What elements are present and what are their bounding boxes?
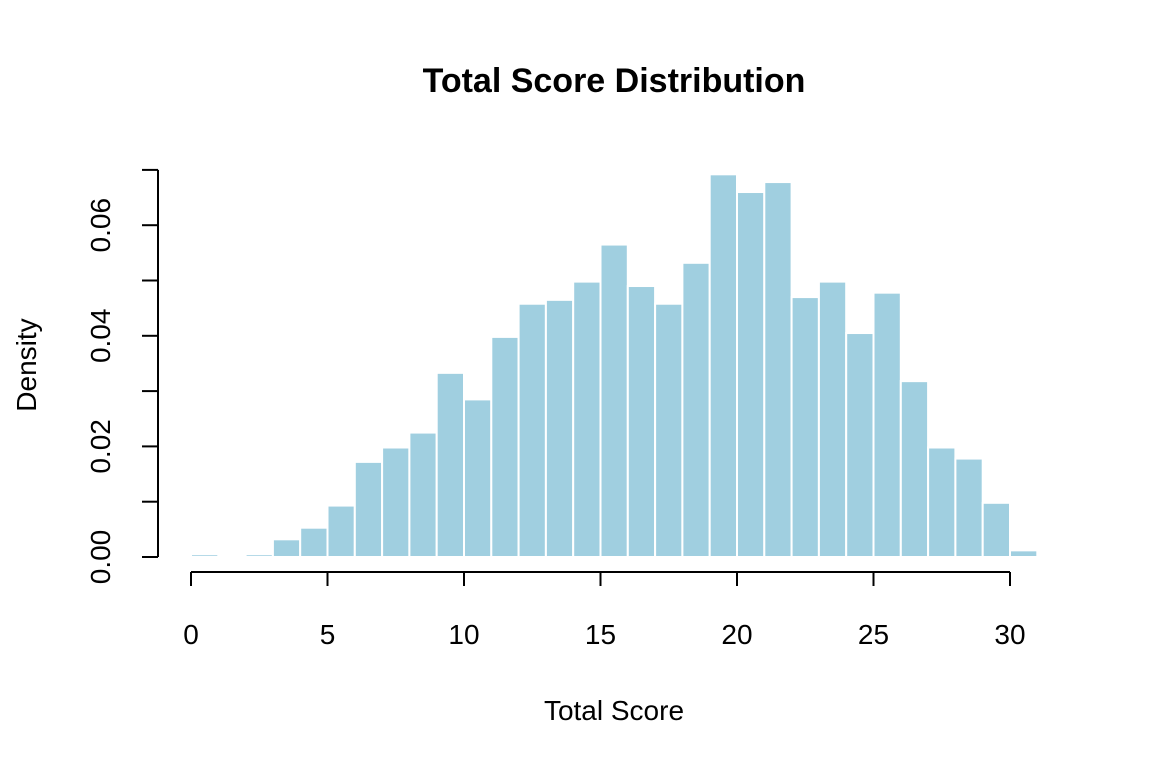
x-tick-label: 20 — [721, 619, 752, 650]
histogram-bar — [654, 302, 684, 559]
histogram-bar — [708, 173, 739, 558]
histogram-bar — [408, 431, 438, 559]
x-tick-label: 5 — [320, 619, 336, 650]
histogram-bar — [244, 553, 274, 558]
histogram-bar — [736, 191, 766, 559]
histogram-bar — [790, 296, 820, 558]
histogram-bar — [845, 332, 875, 558]
histogram-bar — [435, 371, 466, 559]
histogram-bar — [517, 302, 547, 559]
histogram-bar — [681, 261, 711, 558]
histogram-bar — [190, 553, 220, 558]
histogram-bar — [271, 538, 302, 559]
chart-title: Total Score Distribution — [423, 62, 806, 100]
x-tick-label: 30 — [994, 619, 1025, 650]
histogram-bar — [299, 526, 329, 558]
histogram-bar — [763, 181, 793, 558]
y-tick-label: 0.06 — [85, 198, 116, 253]
bars-group — [190, 173, 1039, 559]
x-tick-label: 0 — [183, 619, 199, 650]
x-tick-label: 25 — [858, 619, 889, 650]
y-axis: 0.00 0.02 0.04 0.06 — [85, 168, 159, 585]
x-tick-label: 10 — [448, 619, 479, 650]
histogram-bar — [927, 446, 957, 559]
histogram-bar — [381, 446, 411, 559]
histogram-bar — [872, 291, 902, 558]
histogram-bar — [954, 457, 984, 559]
histogram-bar — [599, 243, 629, 558]
histogram-bar — [1009, 549, 1039, 559]
histogram-bar — [544, 298, 575, 558]
histogram-bar — [326, 504, 356, 559]
histogram-bar — [817, 280, 848, 558]
histogram-bar — [899, 380, 930, 558]
histogram-bar — [490, 335, 520, 558]
histogram-bar — [353, 460, 384, 558]
y-tick-label: 0.04 — [85, 309, 116, 364]
x-axis-label: Total Score — [544, 695, 684, 726]
histogram-bar — [463, 398, 493, 558]
y-axis-label: Density — [11, 318, 42, 411]
histogram-bar — [981, 501, 1012, 558]
y-tick-label: 0.02 — [85, 419, 116, 474]
x-tick-label: 15 — [585, 619, 616, 650]
x-axis: 0 5 10 15 20 25 30 — [183, 571, 1026, 650]
histogram-bar — [572, 280, 602, 558]
y-tick-label: 0.00 — [85, 530, 116, 585]
histogram-bar — [626, 285, 657, 558]
